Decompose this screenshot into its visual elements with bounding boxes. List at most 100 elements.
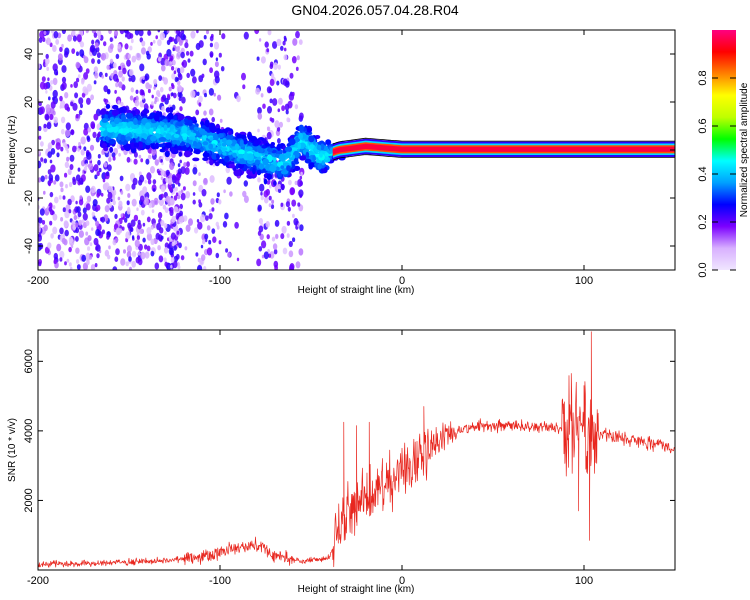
heatmap-cell	[108, 138, 116, 145]
heatmap-cell	[324, 166, 328, 173]
heatmap-cell	[276, 143, 281, 151]
heatmap-cell	[106, 123, 112, 129]
heatmap-cell	[170, 264, 173, 269]
heatmap-cell	[68, 209, 72, 214]
heatmap-cell	[126, 251, 132, 258]
heatmap-cell	[274, 120, 280, 128]
heatmap-cell	[132, 177, 138, 186]
heatmap-cell	[128, 53, 131, 59]
heatmap-cell	[167, 244, 171, 249]
heatmap-cell	[136, 207, 139, 211]
heatmap-cell	[232, 152, 237, 158]
heatmap-cell	[162, 204, 167, 210]
heatmap-cell	[145, 122, 151, 130]
heatmap-cell	[64, 261, 67, 266]
heatmap-cell	[163, 77, 169, 85]
heatmap-cell	[125, 112, 134, 119]
heatmap-cell	[280, 183, 285, 191]
heatmap-cell	[133, 214, 139, 222]
heatmap-cell	[66, 149, 70, 154]
heatmap-cell	[158, 137, 167, 142]
heatmap-cell	[137, 219, 141, 225]
heatmap-cell	[271, 199, 275, 204]
heatmap-cell	[78, 109, 83, 116]
heatmap-cell	[241, 72, 246, 81]
heatmap-cell	[140, 158, 144, 163]
heatmap-cell	[171, 215, 176, 223]
heatmap-cell	[181, 30, 185, 35]
heatmap-cell	[102, 178, 106, 183]
heatmap-cell	[176, 36, 181, 43]
heatmap-cell	[59, 95, 63, 102]
heatmap-cell	[209, 67, 214, 74]
heatmap-cell	[253, 139, 261, 145]
heatmap-cell	[246, 169, 251, 175]
heatmap-cell	[180, 51, 185, 59]
heatmap-cell	[68, 181, 73, 188]
heatmap-cell	[100, 192, 104, 197]
heatmap-cell	[45, 104, 51, 112]
heatmap-cell	[247, 153, 254, 161]
heatmap-cell	[61, 30, 66, 34]
heatmap-carrier-band	[332, 143, 675, 155]
heatmap-cell	[272, 98, 278, 106]
heatmap-cell	[76, 51, 79, 56]
heatmap-cell	[165, 133, 171, 140]
heatmap-cell	[38, 261, 42, 267]
heatmap-cell	[61, 65, 67, 73]
heatmap-cell	[284, 103, 290, 111]
heatmap-cell	[269, 61, 274, 67]
heatmap-cell	[78, 177, 84, 185]
heatmap-cell	[100, 52, 107, 61]
heatmap-cell	[198, 202, 203, 208]
heatmap-cell	[119, 175, 124, 182]
heatmap-cell	[272, 157, 277, 162]
heatmap-cell	[180, 192, 186, 201]
heatmap-cell	[87, 246, 91, 251]
heatmap-cell	[269, 184, 272, 189]
snr-panel: -200 -100 0 100 2000 4000 6000 Height of strai…	[7, 329, 676, 595]
heatmap-cell	[130, 227, 134, 233]
heatmap-cell	[209, 123, 213, 132]
heatmap-cell	[136, 235, 140, 241]
heatmap-cell	[120, 114, 126, 122]
heatmap-cell	[192, 199, 196, 205]
heatmap-cell	[140, 251, 146, 260]
heatmap-cell	[38, 63, 41, 69]
heatmap-cell	[55, 39, 60, 45]
heatmap-cell	[320, 143, 325, 151]
heatmap-cell	[115, 248, 120, 256]
heatmap-cell	[221, 33, 226, 40]
heatmap-cell	[130, 219, 136, 227]
heatmap-cell	[192, 157, 200, 162]
heatmap-cell	[142, 222, 146, 227]
heatmap-cell	[92, 199, 98, 207]
heatmap-cell	[180, 255, 185, 261]
heatmap-cell	[96, 253, 100, 259]
heatmap-cell	[72, 176, 76, 182]
heatmap-cell	[267, 30, 272, 36]
heatmap-cell	[150, 238, 155, 245]
heatmap-cell	[78, 97, 84, 105]
heatmap-cell	[200, 125, 207, 130]
heatmap-cell	[242, 190, 247, 198]
heatmap-cell	[113, 73, 119, 82]
heatmap-cell	[222, 128, 229, 134]
heatmap-cell	[325, 139, 332, 146]
heatmap-cell	[298, 124, 305, 132]
heatmap-cell	[109, 58, 114, 64]
heatmap-cell	[280, 45, 284, 51]
heatmap-cell	[163, 124, 168, 131]
heatmap-cell	[216, 153, 220, 160]
heatmap-cell	[40, 141, 44, 147]
heatmap-cell	[153, 78, 158, 85]
heatmap-cell	[237, 162, 245, 169]
heatmap-cell	[209, 209, 212, 213]
heatmap-cell	[146, 233, 152, 241]
heatmap-cell	[161, 235, 164, 240]
heatmap-cell	[38, 225, 41, 233]
heatmap-cell	[126, 59, 131, 67]
heatmap-cell	[324, 152, 329, 157]
heatmap-cell	[266, 131, 272, 140]
